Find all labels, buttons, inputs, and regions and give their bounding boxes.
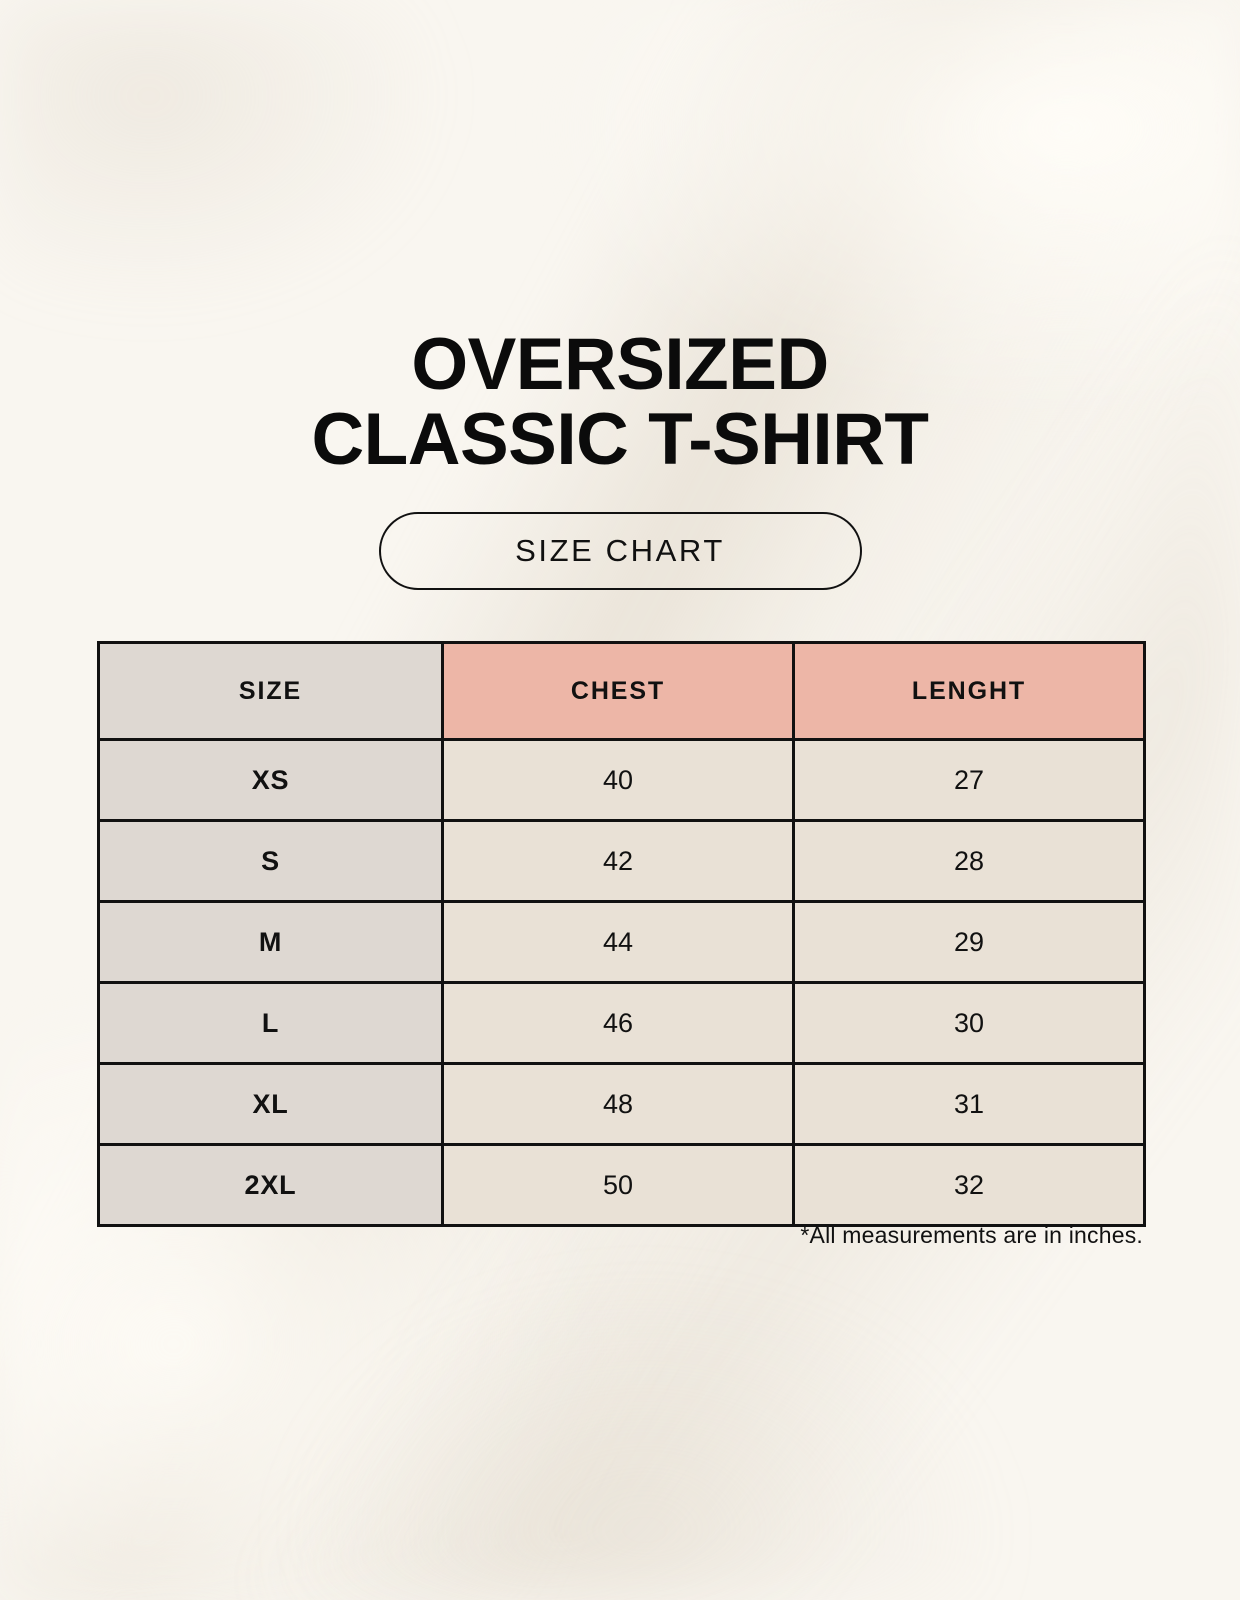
table-row: XS 40 27 xyxy=(97,738,1146,822)
cell-length: 27 xyxy=(792,738,1146,822)
table-row: S 42 28 xyxy=(97,819,1146,903)
cell-chest: 42 xyxy=(441,819,795,903)
cell-size: XL xyxy=(97,1062,444,1146)
title-line-1: OVERSIZED xyxy=(411,324,829,405)
column-header-size: SIZE xyxy=(97,641,444,741)
table-row: M 44 29 xyxy=(97,900,1146,984)
cell-length: 32 xyxy=(792,1143,1146,1227)
column-header-chest: CHEST xyxy=(441,641,795,741)
title-line-2: CLASSIC T-SHIRT xyxy=(311,399,929,481)
cell-size: XS xyxy=(97,738,444,822)
cell-chest: 48 xyxy=(441,1062,795,1146)
cell-chest: 46 xyxy=(441,981,795,1065)
cell-size: 2XL xyxy=(97,1143,444,1227)
column-header-length: LENGHT xyxy=(792,641,1146,741)
size-table-container: SIZE CHEST LENGHT XS 40 27 S 42 28 xyxy=(97,641,1146,1227)
cell-size: S xyxy=(97,819,444,903)
cell-chest: 50 xyxy=(441,1143,795,1227)
cell-length: 31 xyxy=(792,1062,1146,1146)
page-title: OVERSIZED CLASSIC T-SHIRT xyxy=(0,324,1240,481)
size-table: SIZE CHEST LENGHT XS 40 27 S 42 28 xyxy=(97,641,1146,1227)
table-row: XL 48 31 xyxy=(97,1062,1146,1146)
size-table-body: XS 40 27 S 42 28 M 44 29 L xyxy=(97,738,1146,1227)
cell-length: 28 xyxy=(792,819,1146,903)
cell-size: L xyxy=(97,981,444,1065)
cell-chest: 40 xyxy=(441,738,795,822)
measurement-units-note: *All measurements are in inches. xyxy=(800,1222,1143,1248)
table-row: L 46 30 xyxy=(97,981,1146,1065)
size-chart-badge-container: SIZE CHART xyxy=(0,512,1240,590)
cell-chest: 44 xyxy=(441,900,795,984)
table-header-row: SIZE CHEST LENGHT xyxy=(97,641,1146,741)
cell-length: 29 xyxy=(792,900,1146,984)
size-chart-badge: SIZE CHART xyxy=(378,512,862,590)
table-row: 2XL 50 32 xyxy=(97,1143,1146,1227)
size-table-head: SIZE CHEST LENGHT xyxy=(97,641,1146,741)
cell-size: M xyxy=(97,900,444,984)
cell-length: 30 xyxy=(792,981,1146,1065)
